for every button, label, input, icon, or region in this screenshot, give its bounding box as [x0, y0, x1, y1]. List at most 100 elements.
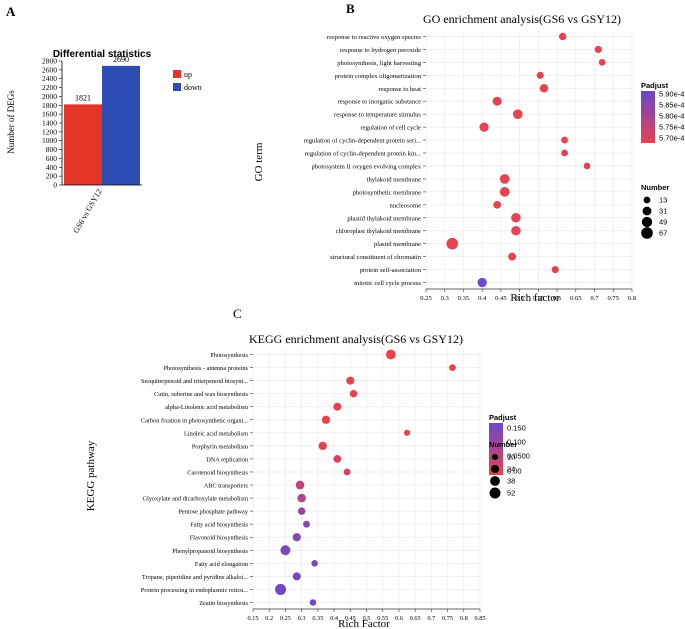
size-legend-label: 52 [507, 489, 515, 498]
size-legend-label: 10 [507, 453, 515, 462]
data-point [499, 174, 510, 184]
y-term-label: response to temperature stimulus [334, 112, 421, 119]
legend-swatch-up [173, 70, 181, 78]
bar-down [102, 65, 140, 185]
y-term-label: response to inorganic substance [337, 99, 421, 106]
bar-chart-legend: up down [173, 70, 202, 92]
bar-chart-y-tick-label: 2400 [42, 74, 57, 83]
y-term-label: nucleosome [390, 202, 422, 209]
x-tick-label: 0.75 [442, 615, 453, 622]
y-term-label: Carotenoid biosynthesis [187, 469, 248, 476]
x-tick-label: 0.8 [628, 295, 637, 302]
x-tick-label: 0.55 [533, 295, 545, 302]
x-tick-label: 0.45 [345, 615, 356, 622]
data-point [346, 376, 355, 385]
y-term-label: plastid membrane [374, 241, 421, 248]
y-term-label: Tropane, piperidine and pyridine alkaloi… [142, 574, 249, 581]
bar-category-label: GS6 vs GSY12 [71, 188, 103, 235]
legend-label-up: up [184, 70, 192, 79]
size-legend-dot [490, 464, 500, 474]
x-tick-label: 0.75 [607, 295, 619, 302]
x-tick-label: 0.7 [590, 295, 599, 302]
size-legend-dot [642, 206, 652, 216]
legend-swatch-down [173, 83, 181, 91]
data-point [403, 429, 411, 436]
color-legend-label: 5.80e-4 [659, 112, 684, 121]
data-point [583, 162, 591, 170]
data-point [333, 455, 342, 463]
data-point [318, 441, 327, 451]
color-legend-bar [489, 423, 503, 475]
y-term-label: response to hydrogen peroxide [340, 47, 421, 54]
data-point [511, 225, 521, 236]
color-legend-label: 5.90e-4 [659, 90, 684, 99]
size-legend-dot [489, 487, 501, 499]
go-chart-title: GO enrichment analysis(GS6 vs GSY12) [423, 12, 621, 26]
y-term-label: Pentose phosphate pathway [178, 509, 248, 516]
y-term-label: photosynthetic membrane [353, 189, 421, 196]
x-tick-label: 0.4 [478, 295, 487, 302]
bar-chart-y-tick-label: 0 [53, 181, 57, 190]
data-point [311, 560, 318, 567]
data-point [303, 520, 310, 528]
data-point [512, 109, 523, 119]
color-legend-label: 0.0500 [507, 452, 530, 461]
bar-chart-y-tick-label: 2600 [42, 65, 57, 74]
y-term-label: Zeatin biosynthesis [199, 600, 248, 607]
data-point [449, 364, 456, 371]
y-term-label: protein self-association [360, 267, 422, 274]
y-term-label: regulation of cyclin-dependent protein s… [304, 138, 422, 145]
x-tick-label: 0.8 [460, 615, 468, 622]
x-tick-label: 0.55 [377, 615, 388, 622]
x-tick-label: 0.6 [395, 615, 403, 622]
size-legend-dot [491, 453, 499, 461]
size-legend-dot [641, 216, 653, 228]
y-term-label: photosynthesis, light harvesting [337, 60, 421, 67]
data-point [295, 480, 305, 490]
bar-chart-y-tick-label: 2200 [42, 83, 57, 92]
data-point [598, 59, 606, 66]
data-point [558, 32, 567, 41]
color-legend-label: 0.100 [507, 438, 526, 447]
data-point [280, 545, 291, 556]
bar-chart-y-tick-label: 1000 [42, 136, 57, 145]
y-term-label: Cutin, suberine and wax biosynthesis [154, 391, 248, 398]
color-legend-label: 5.75e-4 [659, 123, 684, 132]
x-tick-label: 0.7 [427, 615, 435, 622]
size-legend-label: 24 [507, 465, 515, 474]
data-point [539, 84, 549, 93]
size-legend-dot [641, 227, 653, 239]
bar-value-label-down: 2690 [113, 55, 129, 64]
data-point [309, 599, 317, 606]
bar-chart-y-tick-label: 2000 [42, 92, 57, 101]
go-chart-ylabel: GO term [253, 142, 265, 181]
legend-label-down: down [184, 83, 202, 92]
panel-a-bar-chart: Differential statistics Number of DEGs 0… [6, 49, 202, 235]
color-legend-label: 5.85e-4 [659, 101, 684, 110]
color-legend-label: 0.150 [507, 424, 526, 433]
data-point [292, 533, 301, 542]
y-term-label: Photosynthesis - antenna proteins [164, 365, 249, 372]
kegg-chart-title: KEGG enrichment analysis(GS6 vs GSY12) [249, 332, 463, 346]
go-plot-area: response to reactive oxygen species respo… [304, 30, 637, 302]
bar-value-label-up: 1821 [75, 93, 91, 102]
color-legend-label: 0.00 [507, 467, 522, 476]
plot-panel-bg [426, 30, 632, 289]
data-point [343, 468, 351, 476]
y-term-label: plastid thylakoid membrane [347, 215, 421, 222]
y-term-label: Porphyrin metabolism [192, 443, 248, 450]
color-legend-title: Padjust [489, 413, 517, 422]
bar-chart-y-tick-label: 800 [46, 145, 58, 154]
y-term-label: thylakoid membrane [367, 176, 421, 183]
size-legend-label: 31 [659, 207, 667, 216]
y-term-label: Flavonoid biosynthesis [190, 535, 249, 542]
data-point [561, 149, 568, 157]
x-tick-label: 0.25 [420, 295, 432, 302]
y-term-label: regulation of cell cycle [360, 125, 421, 132]
color-legend-label: 5.70e-4 [659, 134, 684, 143]
size-legend-dot [643, 196, 651, 204]
data-point [297, 507, 306, 515]
panel-b-go-dotplot: GO enrichment analysis(GS6 vs GSY12) GO … [253, 12, 684, 304]
y-term-label: structural constituent of chromatin [330, 254, 422, 261]
